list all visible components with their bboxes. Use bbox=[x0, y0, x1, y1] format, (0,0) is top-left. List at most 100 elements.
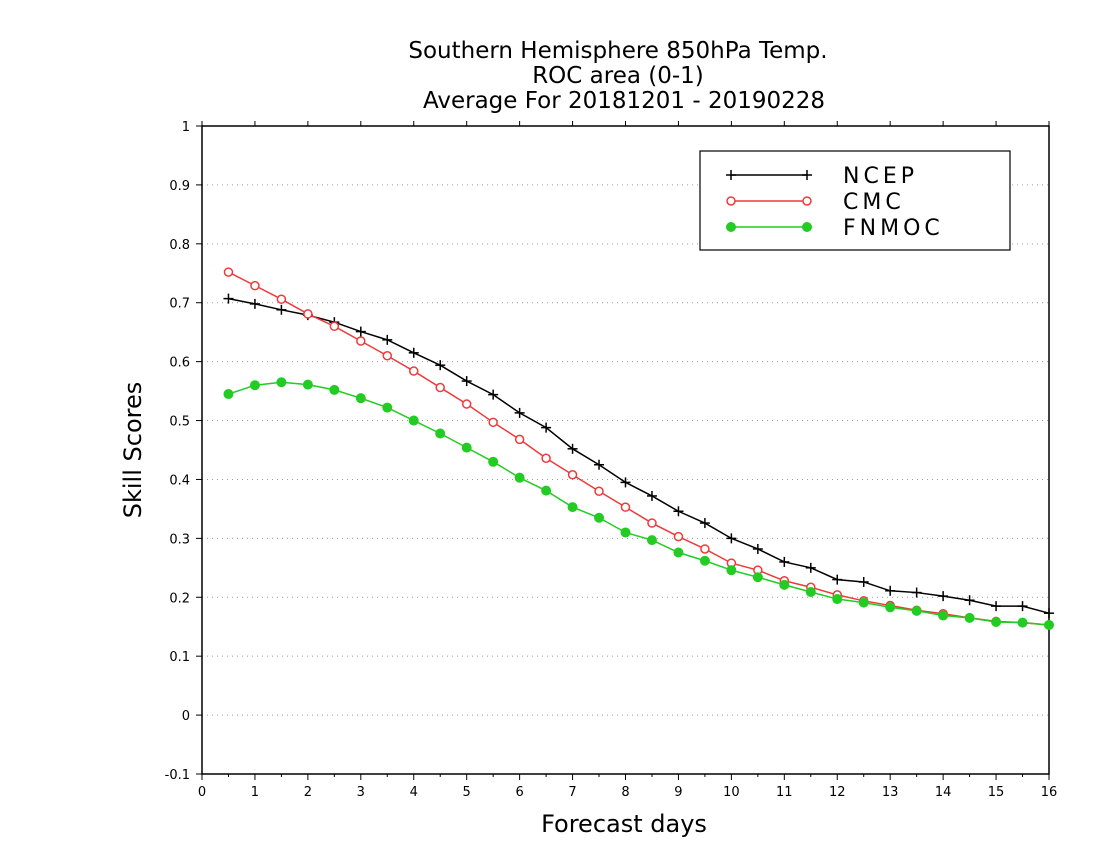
data-point-ncep bbox=[249, 298, 260, 309]
y-tick-label: 0.8 bbox=[169, 238, 190, 253]
data-point-cmc bbox=[647, 518, 657, 528]
data-point-fnmoc bbox=[620, 527, 631, 538]
data-point-fnmoc bbox=[249, 380, 260, 391]
data-point-fnmoc bbox=[329, 384, 340, 395]
legend-entry-ncep: NCEP bbox=[726, 164, 914, 189]
data-point-fnmoc bbox=[302, 379, 313, 390]
y-tick-label: 0.5 bbox=[169, 415, 190, 430]
data-point-ncep bbox=[382, 334, 393, 345]
legend-marker-end-ncep bbox=[802, 170, 812, 180]
x-tick-label: 14 bbox=[935, 785, 952, 800]
series-line-ncep bbox=[228, 297, 1050, 614]
data-point-fnmoc bbox=[514, 472, 525, 483]
legend-marker-end-fnmoc bbox=[802, 222, 812, 232]
data-point-fnmoc bbox=[382, 402, 393, 413]
data-point-fnmoc bbox=[461, 442, 472, 453]
data-point-ncep bbox=[991, 601, 1002, 612]
data-point-cmc bbox=[250, 280, 260, 291]
legend-marker-end-cmc bbox=[802, 196, 812, 206]
y-tick-label: 1 bbox=[182, 120, 190, 135]
data-point-fnmoc bbox=[646, 535, 657, 546]
data-point-fnmoc bbox=[223, 389, 234, 400]
data-point-ncep bbox=[355, 326, 366, 337]
data-point-ncep bbox=[1017, 601, 1028, 612]
y-tick-label: 0.3 bbox=[169, 532, 190, 547]
axes: -0.100.10.20.30.40.50.60.70.80.910 1 2 3 4 5 6… bbox=[165, 120, 1058, 800]
data-point-fnmoc bbox=[435, 428, 446, 439]
data-point-fnmoc bbox=[699, 555, 710, 566]
data-point-cmc bbox=[435, 382, 445, 393]
x-tick-label: 5 bbox=[463, 785, 471, 800]
data-point-ncep bbox=[673, 506, 684, 517]
data-point-fnmoc bbox=[752, 572, 763, 583]
y-tick-label: -0.1 bbox=[165, 768, 190, 783]
data-point-cmc bbox=[541, 453, 551, 463]
data-point-ncep bbox=[541, 422, 552, 433]
data-point-ncep bbox=[1044, 608, 1054, 619]
legend-label-fnmoc: FNMOC bbox=[843, 216, 944, 241]
data-point-ncep bbox=[646, 490, 657, 501]
data-point-cmc bbox=[488, 417, 498, 428]
x-tick-label: 0 bbox=[198, 785, 206, 800]
y-tick-label: 0.1 bbox=[169, 650, 190, 665]
title-line-2: ROC area (0-1) bbox=[532, 63, 704, 89]
data-point-fnmoc bbox=[1044, 619, 1054, 630]
series-line-cmc bbox=[228, 271, 1050, 626]
data-point-cmc bbox=[356, 336, 366, 346]
data-point-cmc bbox=[620, 502, 631, 512]
title-line-1: Southern Hemisphere 850hPa Temp. bbox=[408, 38, 827, 64]
y-tick-label: 0.6 bbox=[169, 356, 190, 371]
series-fnmoc bbox=[223, 377, 1054, 630]
data-point-cmc bbox=[276, 294, 287, 304]
data-point-fnmoc bbox=[673, 547, 684, 558]
x-tick-label: 12 bbox=[829, 785, 846, 800]
data-point-fnmoc bbox=[541, 485, 552, 496]
data-point-ncep bbox=[779, 556, 790, 567]
data-point-fnmoc bbox=[805, 586, 816, 597]
data-point-cmc bbox=[223, 267, 234, 277]
data-point-ncep bbox=[620, 477, 631, 488]
x-tick-label: 4 bbox=[410, 785, 418, 800]
data-point-cmc bbox=[594, 486, 604, 496]
data-point-fnmoc bbox=[488, 456, 499, 467]
data-point-cmc bbox=[329, 321, 340, 332]
legend-label-cmc: CMC bbox=[843, 190, 905, 215]
legend-entry-fnmoc: FNMOC bbox=[726, 216, 944, 241]
y-tick-label: 0.9 bbox=[169, 179, 190, 194]
legend-entry-cmc: CMC bbox=[726, 190, 905, 215]
data-point-cmc bbox=[567, 469, 578, 480]
y-tick-label: 0.2 bbox=[169, 591, 190, 606]
data-point-ncep bbox=[911, 587, 922, 598]
gridlines bbox=[202, 184, 1049, 716]
legend-marker-start-cmc bbox=[726, 196, 736, 206]
data-point-fnmoc bbox=[964, 612, 975, 623]
data-point-ncep bbox=[594, 459, 605, 470]
data-point-cmc bbox=[409, 366, 419, 376]
x-tick-label: 2 bbox=[304, 785, 312, 800]
data-point-ncep bbox=[567, 443, 578, 454]
data-point-fnmoc bbox=[1017, 617, 1028, 628]
y-tick-label: 0 bbox=[182, 709, 190, 724]
series-line-fnmoc bbox=[228, 381, 1050, 626]
x-tick-label: 7 bbox=[568, 785, 576, 800]
data-point-ncep bbox=[938, 591, 949, 602]
data-point-fnmoc bbox=[832, 594, 843, 605]
x-tick-label: 3 bbox=[357, 785, 365, 800]
data-point-ncep bbox=[805, 562, 816, 573]
legend-marker-start-ncep bbox=[726, 170, 736, 180]
data-point-fnmoc bbox=[355, 393, 366, 404]
data-point-fnmoc bbox=[911, 605, 922, 616]
data-point-ncep bbox=[832, 574, 843, 585]
legend-marker-start-fnmoc bbox=[726, 222, 736, 232]
data-point-ncep bbox=[276, 304, 287, 315]
data-point-cmc bbox=[461, 399, 472, 409]
data-point-cmc bbox=[303, 309, 313, 319]
x-tick-label: 11 bbox=[776, 785, 793, 800]
y-axis-title: Skill Scores bbox=[119, 382, 147, 519]
data-point-ncep bbox=[699, 518, 710, 529]
data-point-cmc bbox=[673, 531, 684, 542]
y-tick-label: 0.4 bbox=[169, 473, 190, 488]
